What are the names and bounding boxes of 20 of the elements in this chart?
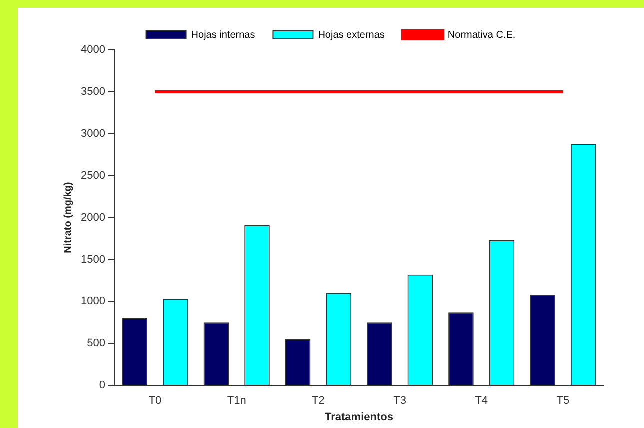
y-tick-label: 4000 xyxy=(80,44,106,56)
x-axis-title: Tratamientos xyxy=(325,411,394,424)
y-tick-label: 500 xyxy=(87,338,106,350)
x-tick-label: T5 xyxy=(556,395,570,408)
x-tick-label: T2 xyxy=(312,395,325,408)
x-tick-label: T4 xyxy=(475,395,488,408)
legend-label: Normativa C.E. xyxy=(448,30,516,41)
y-tick-label: 1500 xyxy=(80,254,106,266)
y-tick-label: 3000 xyxy=(80,128,106,140)
y-tick-label: 1000 xyxy=(80,296,106,308)
y-axis-title: Nitrato (mg/kg) xyxy=(62,182,74,254)
x-tick-label: T1n xyxy=(227,395,246,408)
y-tick-label: 0 xyxy=(99,380,106,392)
x-tick-label: T3 xyxy=(394,395,406,408)
y-tick-label: 2000 xyxy=(80,212,106,224)
y-tick-label: 2500 xyxy=(80,170,106,182)
legend-label: Hojas externas xyxy=(318,30,385,41)
x-tick-label: T0 xyxy=(148,395,162,408)
legend-label: Hojas internas xyxy=(191,30,256,41)
y-tick-label: 3500 xyxy=(80,86,106,98)
